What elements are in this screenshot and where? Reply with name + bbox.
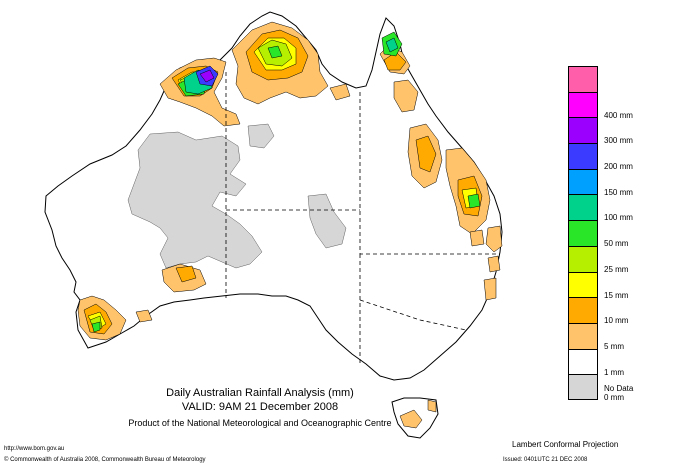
map-title: Daily Australian Rainfall Analysis (mm)	[166, 387, 354, 399]
legend-label: 300 mm	[604, 136, 633, 146]
legend-label: 200 mm	[604, 162, 633, 172]
legend-swatch	[568, 348, 598, 375]
legend-label: 150 mm	[604, 187, 633, 197]
rainfall-legend: 400 mm 300 mm 200 mm 150 mm 100 mm 50 mm 25 mm…	[568, 66, 678, 403]
footer-projection: Lambert Conformal Projection	[512, 440, 619, 449]
map-product-credit: Product of the National Meteorological a…	[128, 418, 392, 428]
legend-swatch	[568, 322, 598, 349]
legend-label: 1 mm	[604, 367, 624, 377]
legend-row: 25 mm	[568, 245, 678, 274]
legend-label: 15 mm	[604, 290, 629, 300]
legend-row: 400 mm	[568, 91, 678, 120]
peak-rain-regions	[195, 65, 219, 87]
no-data-regions	[127, 123, 347, 269]
legend-swatch	[568, 220, 598, 246]
legend-label: 10 mm	[604, 316, 629, 326]
map-valid-date: VALID: 9AM 21 December 2008	[181, 401, 339, 413]
legend-label: 0 mm	[604, 393, 624, 403]
legend-swatch	[568, 91, 598, 118]
legend-row: 200 mm	[568, 143, 678, 172]
legend-row: 150 mm	[568, 168, 678, 197]
legend-row	[568, 66, 678, 92]
legend-label: 400 mm	[604, 110, 633, 120]
legend-swatch	[568, 66, 598, 92]
legend-row: 15 mm	[568, 271, 678, 300]
legend-no-data-label: No Data	[604, 384, 634, 393]
legend-swatch	[568, 245, 598, 272]
state-borders	[225, 72, 500, 364]
legend-swatch	[568, 374, 598, 400]
legend-label: 25 mm	[604, 264, 629, 274]
legend-row: 300 mm	[568, 117, 678, 146]
legend-row: 10 mm	[568, 297, 678, 326]
legend-row: 0 mm	[568, 374, 678, 403]
legend-row: 1 mm	[568, 348, 678, 377]
footer-url[interactable]: http://www.bom.gov.au	[4, 446, 65, 452]
legend-row: 100 mm	[568, 194, 678, 223]
legend-swatch	[568, 297, 598, 323]
footer-issued: Issued: 0401UTC 21 DEC 2008	[503, 457, 588, 463]
footer-copyright: © Commonwealth of Australia 2008, Common…	[4, 457, 206, 463]
legend-swatch	[568, 168, 598, 195]
legend-row: 50 mm	[568, 220, 678, 249]
legend-label: 50 mm	[604, 239, 629, 249]
legend-swatch	[568, 271, 598, 298]
legend-row: 5 mm	[568, 322, 678, 351]
legend-label: 5 mm	[604, 341, 624, 351]
legend-swatch	[568, 194, 598, 221]
map-title-block: Daily Australian Rainfall Analysis (mm) …	[60, 386, 460, 430]
legend-swatch	[568, 117, 598, 144]
legend-label: 100 mm	[604, 213, 633, 223]
legend-swatch	[568, 143, 598, 169]
